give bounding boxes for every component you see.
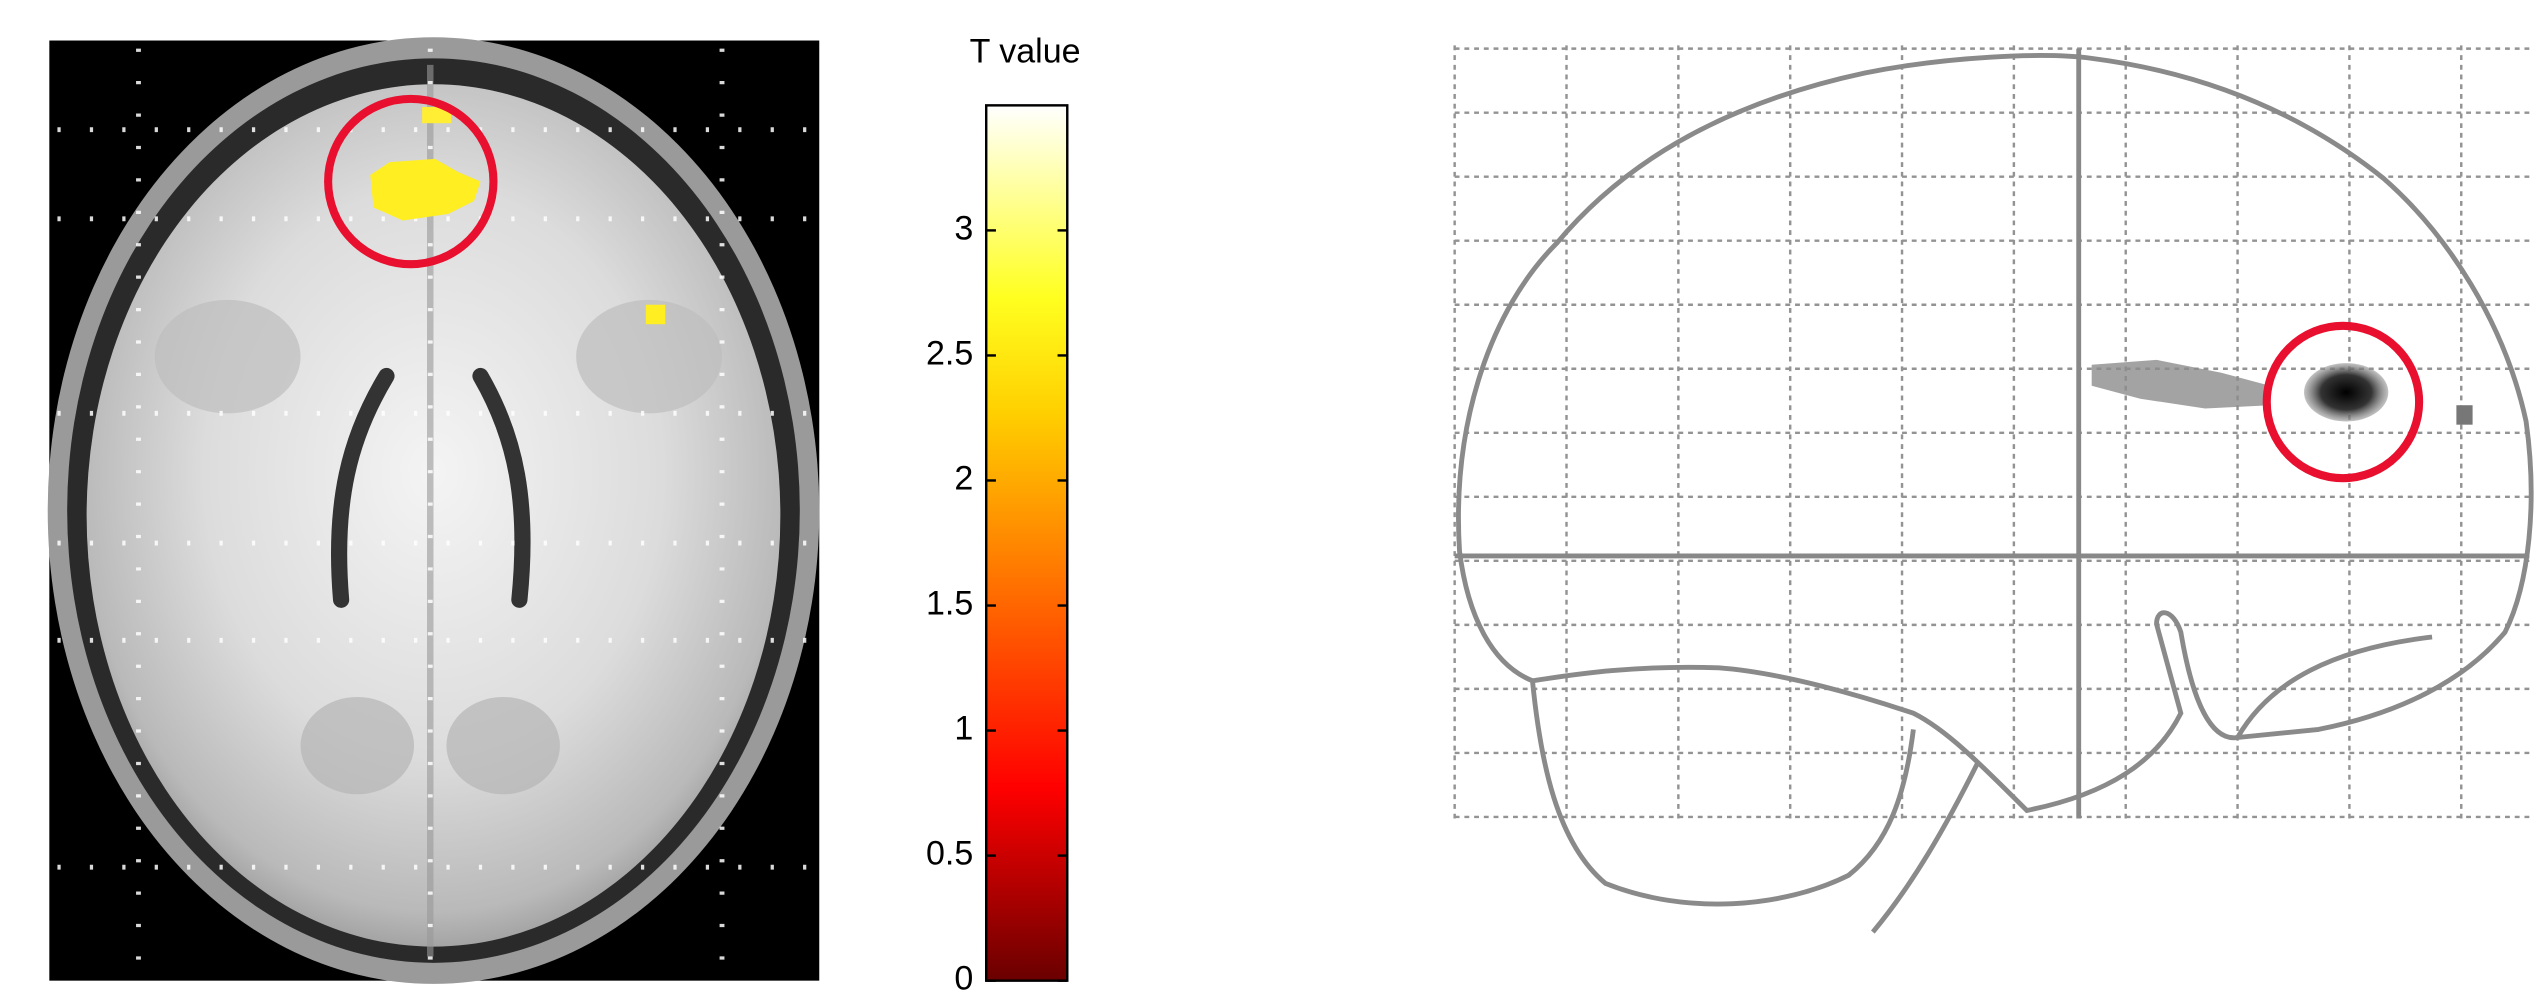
tick-label: 2 bbox=[954, 459, 973, 497]
axial-slice bbox=[47, 37, 820, 984]
tick-label: 1.5 bbox=[926, 585, 973, 623]
tick-label: 1 bbox=[954, 710, 973, 748]
tick-label: 0 bbox=[954, 960, 973, 992]
colorbar-scale bbox=[985, 104, 1069, 982]
tick-label: 0.5 bbox=[926, 835, 973, 873]
glass-brain bbox=[1453, 45, 2534, 934]
tick-label: 3 bbox=[954, 209, 973, 247]
colorbar-title: T value bbox=[970, 32, 1081, 70]
colorbar: T value 0 0.5 1 1.5 2 2.5 3 bbox=[926, 32, 1081, 992]
tick-label: 2.5 bbox=[926, 334, 973, 372]
